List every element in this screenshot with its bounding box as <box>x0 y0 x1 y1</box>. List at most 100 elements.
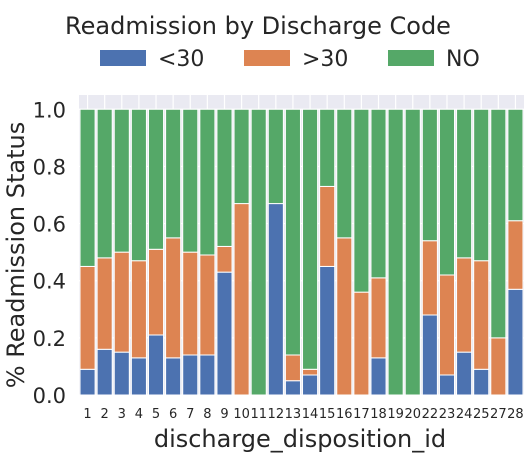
bar-segment <box>336 237 353 396</box>
x-tick-label: 9 <box>220 407 228 422</box>
x-tick-label: 14 <box>302 407 319 422</box>
x-tick-label: 4 <box>135 407 143 422</box>
legend-label: NO <box>446 47 480 72</box>
bar-segment <box>267 203 284 396</box>
x-tick-label: 28 <box>507 407 524 422</box>
x-tick-label: 10 <box>233 407 250 422</box>
bar-segment <box>507 288 524 396</box>
legend-swatch <box>100 50 146 66</box>
bar-segment <box>216 108 233 247</box>
bar-segment <box>507 108 524 222</box>
bar-segment <box>199 254 216 356</box>
bar-segment <box>319 108 336 187</box>
x-tick-label: 12 <box>268 407 285 422</box>
y-tick-label: 0.4 <box>33 270 66 294</box>
y-tick-label: 0.8 <box>33 155 66 179</box>
bar-segment <box>370 108 387 279</box>
bar-segment <box>182 108 199 253</box>
bar-segment <box>438 374 456 396</box>
x-axis-ticks: 1 2 3 4 5 6 7 8 9 10 11 12 13 14 15 16 17 18 19 20 22 23 24 25 2… <box>83 407 523 422</box>
bar-segment <box>370 277 387 359</box>
bar-segment <box>302 368 319 376</box>
bar-segment <box>302 374 319 396</box>
bar-segment <box>147 334 165 396</box>
bar-segment <box>216 245 233 273</box>
x-tick-label: 27 <box>490 407 507 422</box>
bar-segment <box>233 108 250 205</box>
y-tick-label: 0.6 <box>33 213 66 237</box>
x-tick-label: 5 <box>152 407 160 422</box>
bar-segment <box>456 108 473 259</box>
bar-segment <box>456 351 473 396</box>
bar-segment <box>199 108 216 256</box>
bar-segment <box>507 220 524 290</box>
bar-segment <box>353 291 370 396</box>
bar-segment <box>336 108 353 239</box>
bar-segment <box>113 251 130 353</box>
x-tick-label: 2 <box>101 407 109 422</box>
bar-segment <box>165 108 182 239</box>
bar-segment <box>113 108 130 253</box>
x-tick-label: 13 <box>285 407 302 422</box>
bar-segment <box>319 265 336 396</box>
x-tick-label: 25 <box>473 407 490 422</box>
bar-segment <box>233 203 250 396</box>
bar-segment <box>147 108 165 250</box>
bar-segment <box>456 257 473 353</box>
bar-segment <box>404 108 421 396</box>
legend-swatch <box>244 50 290 66</box>
bar-segment <box>79 108 96 267</box>
bar-segment <box>284 354 301 382</box>
bar-segment <box>438 108 456 276</box>
y-tick-label: 0.0 <box>33 384 66 408</box>
bar-segment <box>421 108 438 242</box>
y-axis-label: % Readmission Status <box>2 122 30 388</box>
bar-segment <box>216 271 233 396</box>
bar-segment <box>199 354 216 396</box>
chart-title: Readmission by Discharge Code <box>65 12 451 40</box>
legend-label: <30 <box>158 47 204 72</box>
bar-segment <box>370 357 387 396</box>
bar-segment <box>421 240 438 316</box>
bar-segment <box>473 368 490 396</box>
legend: <30 >30 NO <box>100 47 480 72</box>
legend-swatch <box>388 50 434 66</box>
x-tick-label: 17 <box>353 407 370 422</box>
x-tick-label: 19 <box>387 407 404 422</box>
x-tick-label: 3 <box>118 407 126 422</box>
x-tick-label: 16 <box>336 407 353 422</box>
bar-segment <box>79 368 96 396</box>
bar-segment <box>438 274 456 376</box>
x-tick-label: 15 <box>319 407 336 422</box>
bar-segment <box>96 257 113 350</box>
x-tick-label: 1 <box>83 407 91 422</box>
y-tick-label: 0.2 <box>33 327 66 351</box>
bar-segment <box>473 108 490 262</box>
x-tick-label: 18 <box>370 407 387 422</box>
bar-segment <box>353 108 370 293</box>
x-tick-label: 8 <box>203 407 211 422</box>
bar-segment <box>284 380 301 396</box>
bar-segment <box>182 354 199 396</box>
x-tick-label: 24 <box>456 407 473 422</box>
bar-segment <box>490 337 507 396</box>
bar-segment <box>130 357 147 396</box>
x-tick-label: 7 <box>186 407 194 422</box>
bar-segment <box>182 251 199 356</box>
bar-segment <box>130 108 147 262</box>
x-tick-label: 22 <box>422 407 439 422</box>
y-tick-label: 1.0 <box>33 98 66 122</box>
bar-segment <box>165 357 182 396</box>
bar-segment <box>165 237 182 359</box>
y-axis-ticks: 0.0 0.2 0.4 0.6 0.8 1.0 <box>33 98 66 408</box>
bar-segment <box>113 351 130 396</box>
bars <box>79 108 524 396</box>
bar-segment <box>387 108 404 396</box>
legend-label: >30 <box>302 47 348 72</box>
bar-segment <box>302 108 319 370</box>
x-tick-label: 20 <box>404 407 421 422</box>
bar-segment <box>319 185 336 267</box>
bar-segment <box>421 314 438 396</box>
bar-segment <box>490 108 507 339</box>
